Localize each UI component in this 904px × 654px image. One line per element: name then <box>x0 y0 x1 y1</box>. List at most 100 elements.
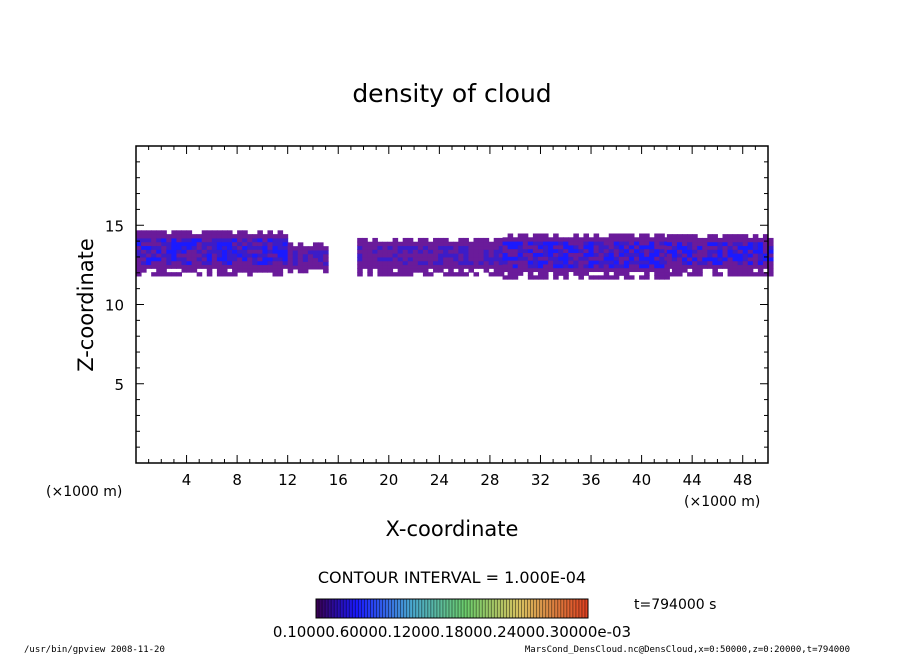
density-cell <box>252 268 258 273</box>
density-cell <box>433 264 439 269</box>
density-cell <box>221 268 228 273</box>
density-cell <box>201 230 208 235</box>
density-cell <box>548 237 554 242</box>
density-cell <box>156 256 162 262</box>
x-tick-label: 4 <box>182 471 192 489</box>
density-cell <box>618 252 625 257</box>
density-cell <box>573 263 579 269</box>
density-cell <box>262 249 268 254</box>
density-cell <box>181 256 188 262</box>
density-cell <box>453 272 459 277</box>
density-cell <box>588 244 595 250</box>
density-cell <box>151 253 157 258</box>
density-cell <box>732 264 739 269</box>
density-cell <box>412 260 419 266</box>
density-cell <box>498 237 505 243</box>
density-cell <box>191 253 198 258</box>
density-cell <box>438 249 444 254</box>
density-cell <box>722 256 729 262</box>
density-cell <box>357 237 363 243</box>
density-cell <box>623 260 630 265</box>
density-cell <box>468 268 474 273</box>
density-cell <box>768 256 774 262</box>
density-cell <box>598 260 605 265</box>
density-cell <box>372 264 378 269</box>
density-cell <box>237 230 243 235</box>
density-cell <box>682 260 688 266</box>
density-cell <box>221 234 228 239</box>
density-cell <box>563 263 569 269</box>
density-cell <box>507 248 514 254</box>
density-cell <box>697 268 703 273</box>
density-cell <box>578 267 584 273</box>
density-cell <box>196 234 203 239</box>
density-cell <box>649 241 655 246</box>
density-cell <box>593 267 600 273</box>
density-cell <box>176 260 183 266</box>
density-cell <box>181 234 188 239</box>
density-cell <box>402 260 409 266</box>
density-cell <box>613 275 620 280</box>
density-cell <box>166 260 172 266</box>
density-cell <box>608 256 615 261</box>
density-cell <box>196 253 203 258</box>
density-cell <box>483 237 490 243</box>
density-cell <box>512 237 519 242</box>
density-cell <box>537 252 544 257</box>
density-cell <box>722 260 729 266</box>
x-tick-label: 28 <box>480 471 499 489</box>
density-cell <box>407 256 414 262</box>
density-cell <box>438 264 444 269</box>
density-cell <box>583 244 590 250</box>
x-tick-labels: 4 8 12 16 20 24 28 32 36 40 44 48 <box>182 471 752 489</box>
density-cell <box>201 249 208 254</box>
density-cell <box>453 249 459 254</box>
density-cell <box>676 241 683 247</box>
density-cell <box>512 267 519 273</box>
density-cell <box>682 237 688 243</box>
density-cell <box>392 253 399 258</box>
density-cell <box>588 260 595 265</box>
density-cell <box>136 260 142 266</box>
density-cell <box>427 260 434 266</box>
density-cell <box>762 237 769 243</box>
density-cell <box>664 275 670 280</box>
density-cell <box>422 253 429 258</box>
density-cell <box>628 267 635 273</box>
density-cell <box>377 249 383 254</box>
density-cell <box>196 272 203 277</box>
density-cell <box>312 265 319 270</box>
density-cell <box>588 275 595 280</box>
density-cell <box>151 264 157 269</box>
density-cell <box>287 249 294 255</box>
density-cell <box>402 237 409 243</box>
density-cell <box>468 245 474 250</box>
density-cell <box>247 249 253 254</box>
density-cell <box>558 241 564 246</box>
density-cell <box>634 244 640 250</box>
density-cell <box>176 245 183 250</box>
y-axis-label: Z-coordinate <box>74 238 98 372</box>
density-cell <box>372 256 378 262</box>
density-cell <box>468 264 474 269</box>
density-cell <box>507 263 514 269</box>
density-cell <box>382 260 389 266</box>
density-cell <box>247 245 253 250</box>
density-cell <box>211 249 218 254</box>
density-cell <box>747 268 754 273</box>
density-cell <box>357 268 363 273</box>
density-cell <box>543 244 549 250</box>
density-cell <box>628 263 635 269</box>
density-cell <box>422 260 429 266</box>
density-cell <box>161 241 167 247</box>
density-cell <box>191 268 198 273</box>
density-cell <box>247 272 253 277</box>
density-cell <box>232 245 238 250</box>
plot-frame <box>135 145 769 464</box>
density-cell <box>671 256 678 262</box>
density-cell <box>357 272 363 277</box>
density-cell <box>392 260 399 266</box>
density-cell <box>443 237 449 243</box>
density-cell <box>387 256 394 262</box>
density-cell <box>722 249 729 254</box>
